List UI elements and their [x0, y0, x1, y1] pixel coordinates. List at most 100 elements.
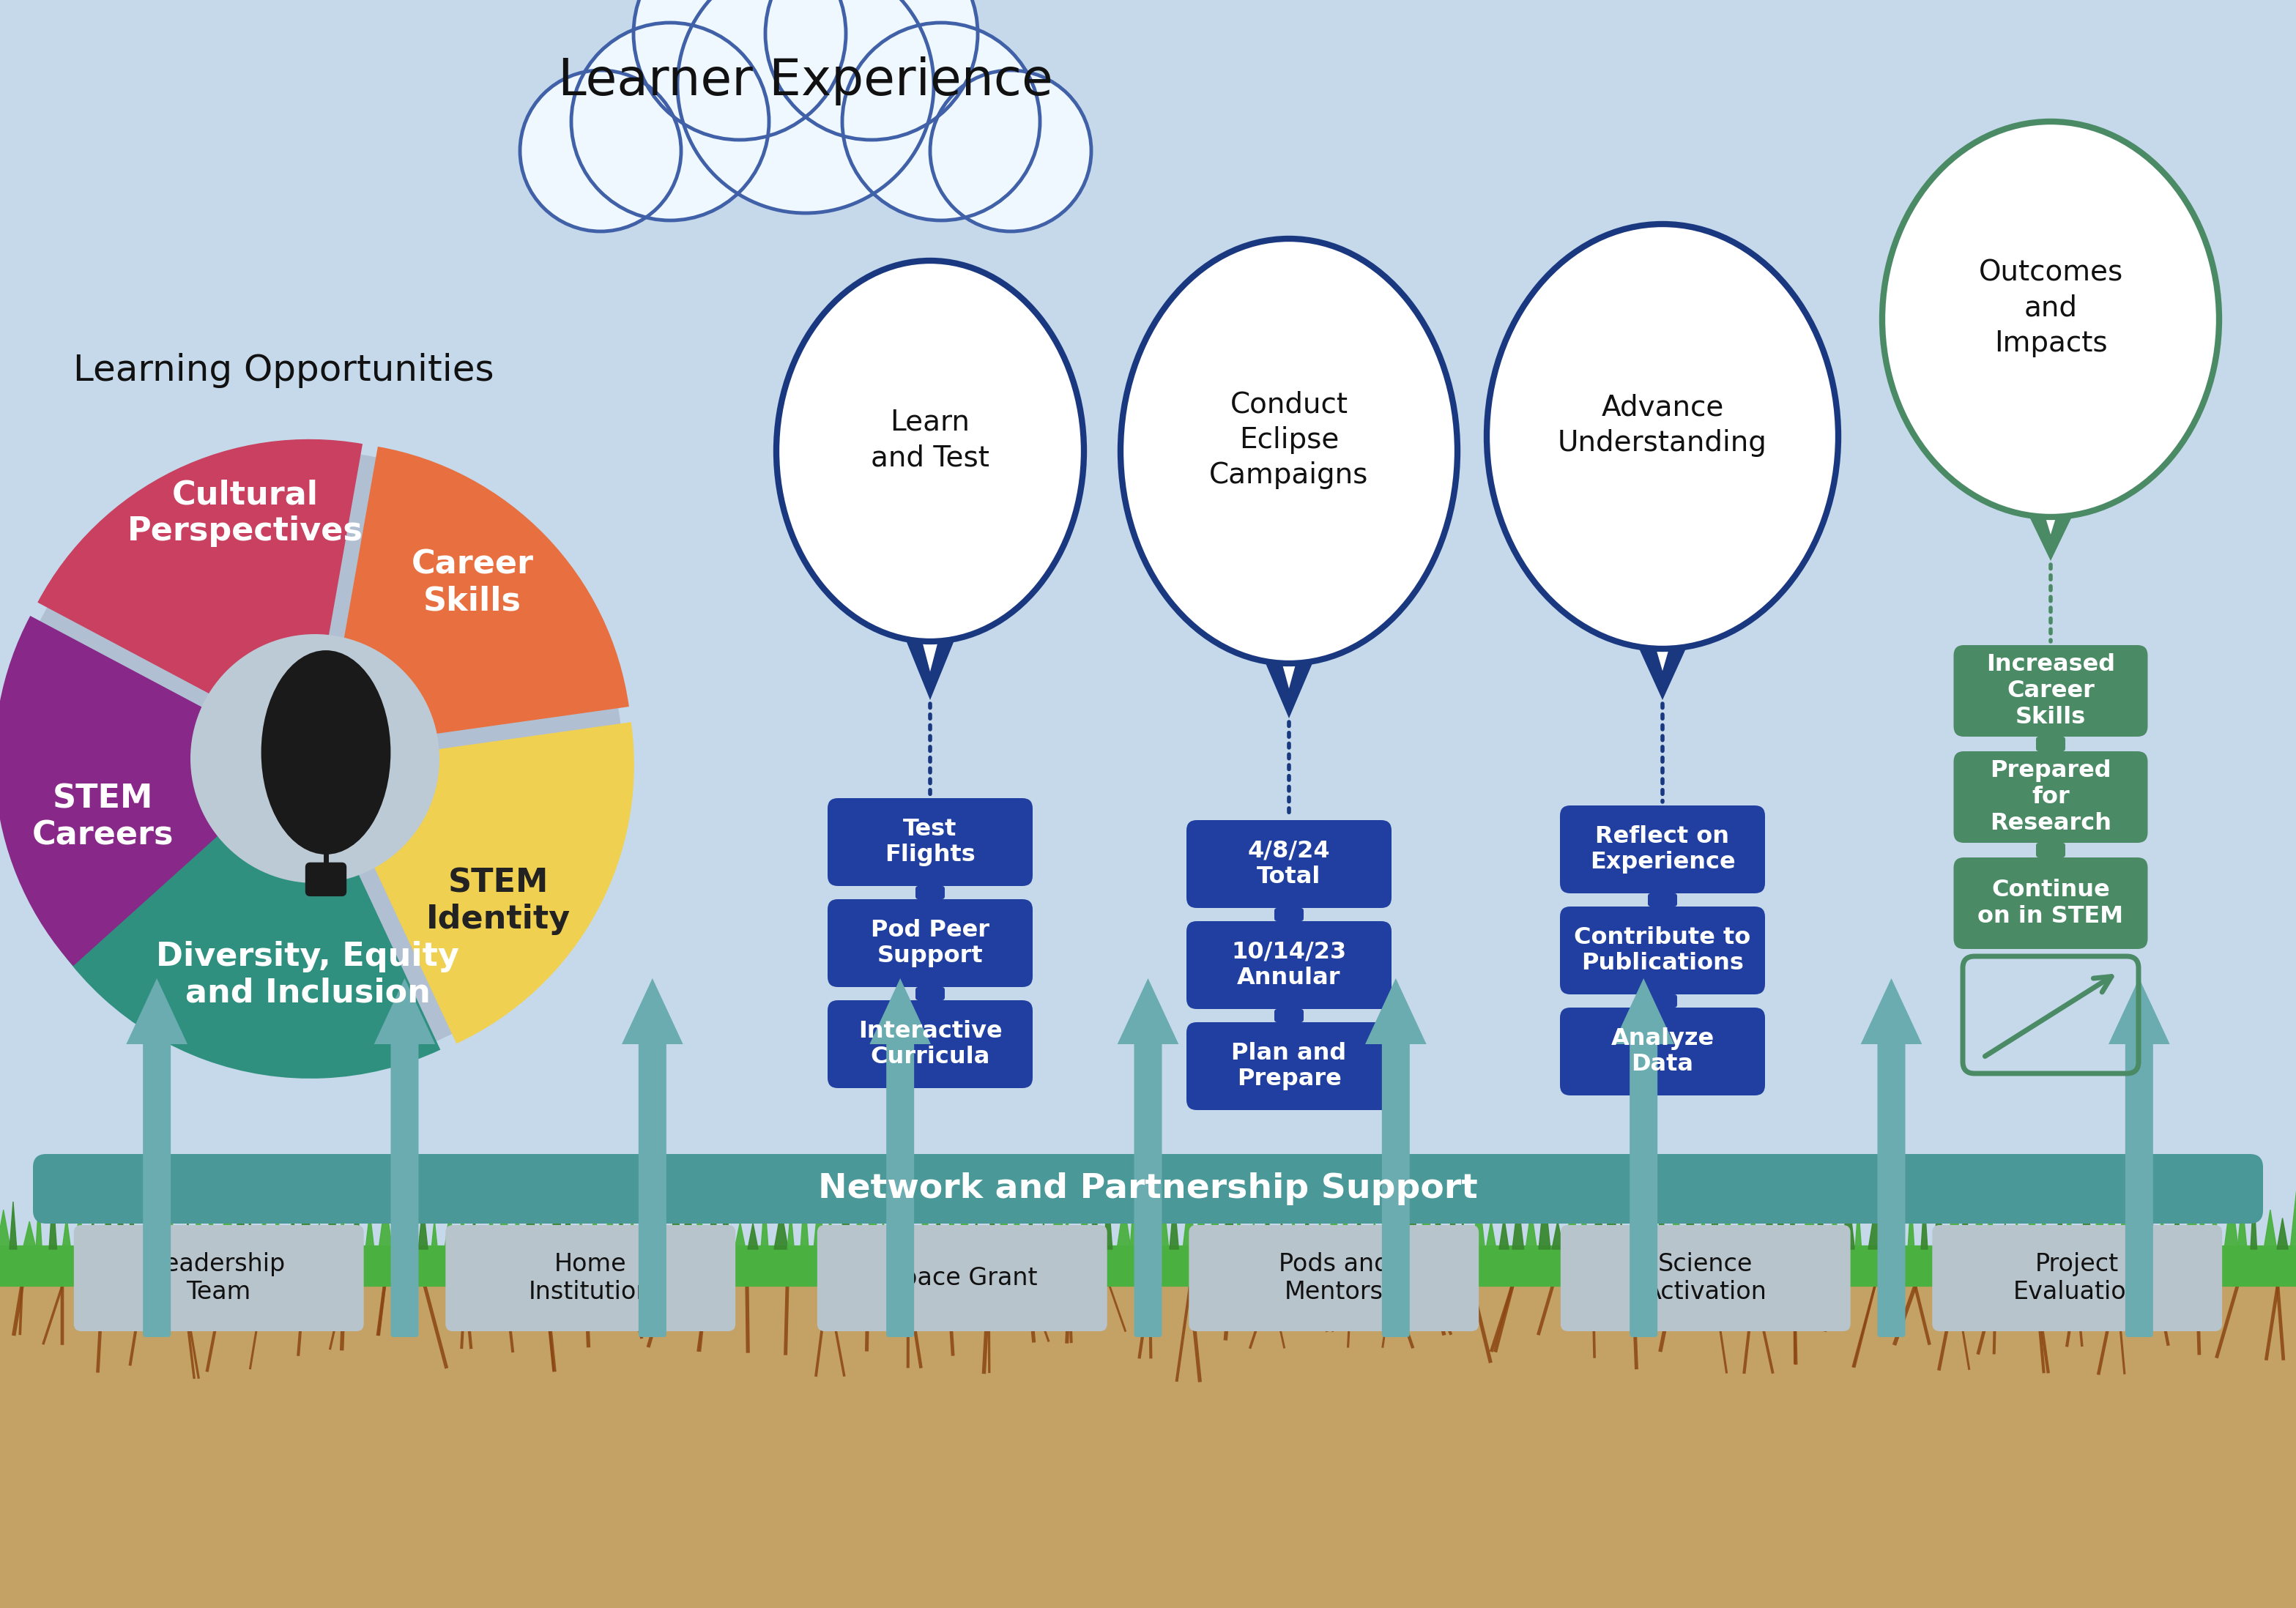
Polygon shape: [523, 1195, 537, 1249]
Polygon shape: [1591, 1204, 1605, 1249]
Polygon shape: [1460, 1219, 1465, 1249]
FancyBboxPatch shape: [1382, 1024, 1410, 1338]
Polygon shape: [287, 1219, 298, 1249]
FancyBboxPatch shape: [1954, 645, 2147, 736]
Polygon shape: [168, 1208, 174, 1249]
FancyBboxPatch shape: [916, 886, 944, 899]
Polygon shape: [801, 1192, 808, 1249]
Polygon shape: [1235, 1209, 1242, 1249]
Text: Increased
Career
Skills: Increased Career Skills: [1986, 653, 2115, 728]
Wedge shape: [0, 616, 301, 966]
Polygon shape: [1630, 1220, 1644, 1249]
Text: 10/14/23
Annular: 10/14/23 Annular: [1231, 941, 1345, 989]
FancyBboxPatch shape: [1187, 921, 1391, 1010]
Polygon shape: [682, 1200, 693, 1249]
Polygon shape: [1355, 1214, 1364, 1249]
Circle shape: [572, 23, 769, 220]
Text: 4/8/24
Total: 4/8/24 Total: [1247, 839, 1329, 889]
Polygon shape: [1750, 1196, 1756, 1249]
FancyBboxPatch shape: [2037, 736, 2066, 751]
Polygon shape: [1789, 1190, 1795, 1249]
FancyBboxPatch shape: [827, 798, 1033, 886]
Polygon shape: [1711, 1187, 1720, 1249]
Polygon shape: [604, 1211, 618, 1249]
FancyBboxPatch shape: [638, 1024, 666, 1338]
Polygon shape: [2278, 1219, 2289, 1249]
Polygon shape: [2039, 1209, 2048, 1249]
Polygon shape: [393, 1219, 404, 1249]
Text: Reflect on
Experience: Reflect on Experience: [1589, 825, 1736, 873]
Polygon shape: [1091, 1193, 1100, 1249]
Polygon shape: [1922, 1198, 1929, 1249]
Text: STEM
Careers: STEM Careers: [32, 783, 174, 851]
Polygon shape: [1658, 1193, 1665, 1249]
FancyBboxPatch shape: [1274, 909, 1304, 921]
Polygon shape: [1975, 1195, 1984, 1249]
Polygon shape: [1366, 978, 1426, 1044]
Polygon shape: [615, 1214, 627, 1249]
Wedge shape: [37, 439, 363, 746]
Polygon shape: [813, 1193, 824, 1249]
Polygon shape: [76, 1208, 85, 1249]
Polygon shape: [1908, 1198, 1915, 1249]
Polygon shape: [1880, 1219, 1890, 1249]
Polygon shape: [2289, 1188, 2296, 1249]
Text: Continue
on in STEM: Continue on in STEM: [1977, 878, 2124, 928]
Text: Prepared
for
Research: Prepared for Research: [1991, 759, 2112, 835]
Polygon shape: [1841, 1195, 1855, 1249]
Polygon shape: [1552, 1220, 1564, 1249]
Polygon shape: [1169, 1198, 1178, 1249]
Polygon shape: [1855, 1206, 1862, 1249]
Text: Outcomes
and
Impacts: Outcomes and Impacts: [1979, 259, 2124, 357]
Polygon shape: [115, 1204, 126, 1249]
Polygon shape: [1327, 1200, 1341, 1249]
Polygon shape: [1736, 1192, 1745, 1249]
Polygon shape: [576, 1219, 585, 1249]
FancyBboxPatch shape: [817, 1225, 1107, 1331]
Polygon shape: [2066, 1188, 2073, 1249]
Polygon shape: [1671, 1198, 1683, 1249]
Polygon shape: [2225, 1193, 2239, 1249]
Polygon shape: [351, 1201, 360, 1249]
Circle shape: [519, 71, 682, 232]
Polygon shape: [1486, 1220, 1497, 1249]
Polygon shape: [195, 1200, 202, 1249]
Polygon shape: [1933, 1187, 1942, 1249]
FancyBboxPatch shape: [1559, 1008, 1766, 1095]
Polygon shape: [1196, 1190, 1205, 1249]
Polygon shape: [1341, 1204, 1350, 1249]
Polygon shape: [445, 1212, 455, 1249]
FancyBboxPatch shape: [1274, 1010, 1304, 1023]
FancyBboxPatch shape: [1134, 1024, 1162, 1338]
Polygon shape: [2144, 1192, 2156, 1249]
Polygon shape: [1407, 1198, 1419, 1249]
Polygon shape: [590, 1212, 599, 1249]
Polygon shape: [707, 1201, 719, 1249]
Polygon shape: [234, 1201, 248, 1249]
Text: Plan and
Prepare: Plan and Prepare: [1231, 1042, 1345, 1090]
Polygon shape: [1118, 978, 1178, 1044]
Polygon shape: [748, 1224, 758, 1249]
Polygon shape: [622, 978, 682, 1044]
Text: Science
Activation: Science Activation: [1644, 1253, 1766, 1304]
Polygon shape: [1894, 1201, 1901, 1249]
Polygon shape: [0, 1209, 11, 1249]
Polygon shape: [90, 1219, 96, 1249]
Polygon shape: [326, 1196, 338, 1249]
FancyBboxPatch shape: [1630, 1024, 1658, 1338]
Polygon shape: [1274, 1222, 1288, 1249]
Polygon shape: [1869, 1208, 1883, 1249]
Polygon shape: [1249, 1222, 1258, 1249]
Polygon shape: [907, 1200, 912, 1249]
Circle shape: [677, 0, 934, 214]
Polygon shape: [960, 1193, 971, 1249]
Ellipse shape: [1120, 238, 1458, 664]
Wedge shape: [324, 447, 629, 749]
Polygon shape: [2014, 1219, 2020, 1249]
FancyBboxPatch shape: [1649, 894, 1676, 907]
Polygon shape: [2105, 1201, 2117, 1249]
Polygon shape: [126, 978, 188, 1044]
Polygon shape: [1724, 1195, 1731, 1249]
Polygon shape: [2119, 1201, 2131, 1249]
FancyBboxPatch shape: [1649, 994, 1676, 1008]
